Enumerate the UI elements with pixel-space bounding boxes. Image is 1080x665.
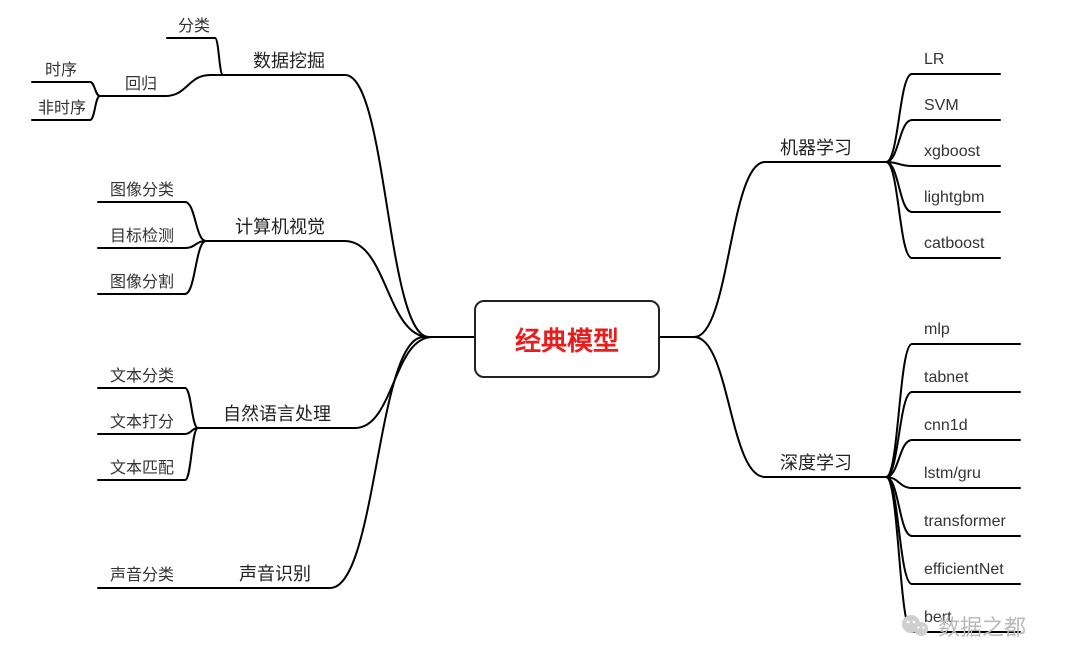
branch-自然语言处理: 自然语言处理: [223, 400, 331, 426]
watermark: 数据之都: [900, 610, 1026, 642]
leaf-cnn1d: cnn1d: [924, 417, 968, 435]
leaf-分类: 分类: [178, 12, 210, 36]
leaf-回归: 回归: [125, 70, 157, 94]
leaf-lstm/gru: lstm/gru: [924, 465, 981, 483]
leaf-声音分类: 声音分类: [110, 561, 174, 585]
leaf-efficientNet: efficientNet: [924, 561, 1004, 579]
leaf-mlp: mlp: [924, 321, 950, 339]
branch-深度学习: 深度学习: [780, 449, 852, 475]
watermark-text: 数据之都: [938, 610, 1026, 642]
leaf-tabnet: tabnet: [924, 369, 968, 387]
leaf-transformer: transformer: [924, 513, 1006, 531]
leaf-文本分类: 文本分类: [110, 362, 174, 386]
leaf-目标检测: 目标检测: [110, 222, 174, 246]
root-node: 经典模型: [474, 300, 660, 378]
leaf-catboost: catboost: [924, 235, 984, 253]
leaf-图像分割: 图像分割: [110, 268, 174, 292]
leaf-xgboost: xgboost: [924, 143, 980, 161]
leaf-LR: LR: [924, 51, 944, 69]
branch-机器学习: 机器学习: [780, 134, 852, 160]
wechat-icon: [900, 611, 930, 641]
leaf-图像分类: 图像分类: [110, 176, 174, 200]
branch-计算机视觉: 计算机视觉: [235, 213, 325, 239]
leaf-文本匹配: 文本匹配: [110, 454, 174, 478]
branch-数据挖掘: 数据挖掘: [253, 47, 325, 73]
leaf-时序: 时序: [45, 56, 77, 80]
leaf-lightgbm: lightgbm: [924, 189, 984, 207]
leaf-非时序: 非时序: [38, 94, 86, 118]
leaf-文本打分: 文本打分: [110, 408, 174, 432]
leaf-SVM: SVM: [924, 97, 959, 115]
root-label: 经典模型: [515, 321, 619, 358]
branch-声音识别: 声音识别: [239, 560, 311, 586]
